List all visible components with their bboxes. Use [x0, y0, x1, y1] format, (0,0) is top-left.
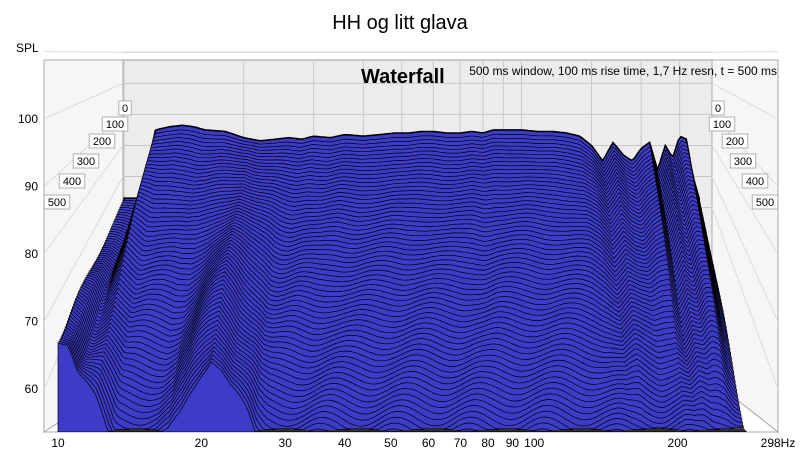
- time-tick-label: 300: [77, 156, 95, 168]
- time-tick-label: 0: [715, 103, 721, 115]
- time-tick-box: [741, 173, 769, 189]
- y-tick-label: 90: [25, 180, 39, 194]
- time-tick-box: [43, 194, 71, 210]
- time-tick-label: 300: [734, 156, 752, 168]
- y-tick-labels: 60 70 80 90 100: [18, 112, 38, 396]
- y-tick-label: 80: [25, 247, 39, 261]
- waterfall-slices: [57, 124, 748, 432]
- x-tick-label: 40: [338, 436, 352, 450]
- x-tick-label: 30: [279, 436, 293, 450]
- waterfall-slice: [57, 342, 748, 432]
- y-tick-label: 60: [25, 382, 39, 396]
- time-tick-box: [88, 133, 116, 149]
- x-tick-label: 50: [384, 436, 398, 450]
- x-tick-label: 10: [51, 436, 65, 450]
- time-tick-label: 200: [93, 136, 111, 148]
- x-tick-label: 60: [422, 436, 436, 450]
- x-tick-label: 20: [195, 436, 209, 450]
- time-tick-box: [72, 153, 100, 169]
- x-tick-label: 70: [454, 436, 468, 450]
- chart-title: HH og litt glava: [332, 12, 468, 34]
- time-tick-label: 100: [106, 119, 124, 131]
- time-tick-label: 100: [713, 119, 731, 131]
- time-tick-label: 200: [726, 136, 744, 148]
- y-tick-label: 100: [18, 112, 38, 126]
- chart-subtitle: 500 ms window, 100 ms rise time, 1,7 Hz …: [469, 64, 777, 78]
- x-tick-labels: 10 20 30 40 50 60 70 80 90 100 200 298Hz: [51, 436, 795, 450]
- time-tick-label: 400: [63, 176, 81, 188]
- time-tick-label: 400: [746, 176, 764, 188]
- time-tick-box: [721, 133, 749, 149]
- time-tick-box: [118, 100, 132, 116]
- time-tick-label: 500: [756, 197, 774, 209]
- x-axis-unit: 298Hz: [761, 436, 796, 450]
- time-tick-box: [708, 116, 736, 132]
- time-tick-box: [729, 153, 757, 169]
- x-tick-label: 100: [524, 436, 544, 450]
- time-tick-labels: 0 0 100 100 200 200 300 300 400 400 500 500: [43, 100, 779, 210]
- time-tick-box: [751, 194, 779, 210]
- y-tick-label: 70: [25, 315, 39, 329]
- x-tick-label: 90: [506, 436, 520, 450]
- waterfall-title: Waterfall: [361, 66, 445, 88]
- x-tick-label: 80: [481, 436, 495, 450]
- x-tick-label: 200: [668, 436, 688, 450]
- y-axis-label: SPL: [16, 41, 39, 55]
- time-tick-box: [58, 173, 86, 189]
- time-tick-label: 500: [48, 197, 66, 209]
- time-tick-box: [711, 100, 725, 116]
- time-tick-label: 0: [122, 103, 128, 115]
- time-tick-box: [101, 116, 129, 132]
